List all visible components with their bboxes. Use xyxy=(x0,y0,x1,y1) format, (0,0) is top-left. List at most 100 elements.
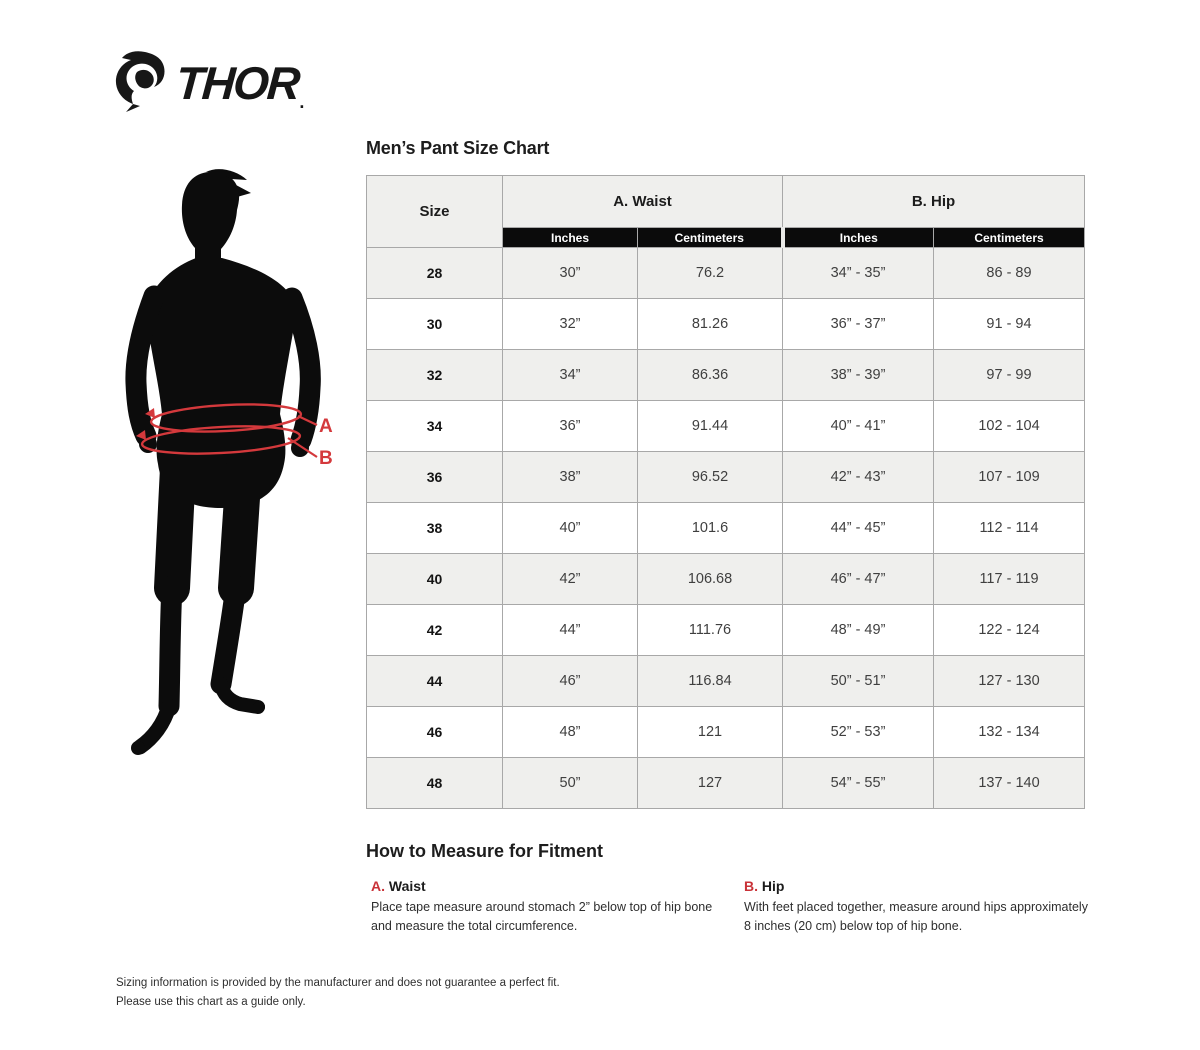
ram-head-icon xyxy=(115,51,165,112)
size-table-row: 48 50” 127 54” - 55” 137 - 140 xyxy=(366,757,1085,809)
brand-trademark-dot: . xyxy=(299,92,305,112)
size-value-cell: 32 xyxy=(366,349,503,401)
disclaimer-line-1: Sizing information is provided by the ma… xyxy=(116,977,560,989)
measurement-cell: 106.68 xyxy=(637,553,783,605)
measurement-cell: 44” - 45” xyxy=(782,502,934,554)
measure-section-heading: How to Measure for Fitment xyxy=(366,841,604,861)
measurement-cell: 40” - 41” xyxy=(782,400,934,452)
measurement-cell: 44” xyxy=(502,604,638,656)
measurement-cell: 76.2 xyxy=(637,247,783,299)
size-table-row: 46 48” 121 52” - 53” 132 - 134 xyxy=(366,706,1085,758)
measure-waist-label: Waist xyxy=(388,878,426,894)
measurement-cell: 36” xyxy=(502,400,638,452)
sizing-disclaimer: Sizing information is provided by the ma… xyxy=(116,974,560,1012)
disclaimer-line-2: Please use this chart as a guide only. xyxy=(116,995,306,1008)
size-value-cell: 38 xyxy=(366,502,503,554)
measurement-cell: 48” xyxy=(502,706,638,758)
measurement-cell: 86 - 89 xyxy=(933,247,1085,299)
size-table-row: 42 44” 111.76 48” - 49” 122 - 124 xyxy=(366,604,1085,656)
measurement-cell: 127 xyxy=(637,757,783,809)
size-table: Size A. Waist B. Hip Inches Centimeters … xyxy=(366,175,1085,809)
measurement-cell: 97 - 99 xyxy=(933,349,1085,401)
measure-item-hip: B. Hip With feet placed together, measur… xyxy=(744,878,1096,937)
measure-hip-prefix: B. xyxy=(744,878,758,894)
measurement-cell: 91.44 xyxy=(637,400,783,452)
measure-hip-instructions: With feet placed together, measure aroun… xyxy=(744,900,1088,934)
measurement-cell: 132 - 134 xyxy=(933,706,1085,758)
measurement-cell: 38” xyxy=(502,451,638,503)
measurement-cell: 46” xyxy=(502,655,638,707)
measurement-cell: 137 - 140 xyxy=(933,757,1085,809)
size-value-cell: 28 xyxy=(366,247,503,299)
measurement-cell: 101.6 xyxy=(637,502,783,554)
measurement-cell: 54” - 55” xyxy=(782,757,934,809)
measurement-cell: 48” - 49” xyxy=(782,604,934,656)
size-value-cell: 44 xyxy=(366,655,503,707)
size-column-header: Size xyxy=(366,175,503,248)
measure-hip-label: Hip xyxy=(761,878,785,894)
measurement-cell: 111.76 xyxy=(637,604,783,656)
measure-item-waist: A. Waist Place tape measure around stoma… xyxy=(371,878,723,937)
size-value-cell: 46 xyxy=(366,706,503,758)
measurement-cell: 42” xyxy=(502,553,638,605)
hip-inches-header: Inches xyxy=(780,227,934,248)
hip-centimeters-header: Centimeters xyxy=(933,227,1085,248)
size-table-body: 28 30” 76.2 34” - 35” 86 - 89 30 32” 81.26 36” -… xyxy=(366,247,1085,809)
hip-label-b: B xyxy=(319,448,333,469)
measure-waist-instructions: Place tape measure around stomach 2” bel… xyxy=(371,900,713,934)
measurement-cell: 107 - 109 xyxy=(933,451,1085,503)
size-table-row: 30 32” 81.26 36” - 37” 91 - 94 xyxy=(366,298,1085,350)
measurement-cell: 112 - 114 xyxy=(933,502,1085,554)
page-title: Men’s Pant Size Chart xyxy=(366,138,550,158)
measurement-cell: 102 - 104 xyxy=(933,400,1085,452)
measurement-cell: 121 xyxy=(637,706,783,758)
male-silhouette-measurement-diagram: A B xyxy=(125,169,333,755)
hip-measure-line xyxy=(136,425,318,458)
group-header-row: Size A. Waist B. Hip xyxy=(366,175,1085,248)
measurement-cell: 36” - 37” xyxy=(782,298,934,350)
brand-name: THOR xyxy=(174,57,301,109)
measurement-cell: 96.52 xyxy=(637,451,783,503)
measurement-cell: 34” xyxy=(502,349,638,401)
size-value-cell: 36 xyxy=(366,451,503,503)
size-table-row: 44 46” 116.84 50” - 51” 127 - 130 xyxy=(366,655,1085,707)
measurement-cell: 117 - 119 xyxy=(933,553,1085,605)
measure-item-waist-title: A. Waist xyxy=(371,878,723,894)
waist-label-a: A xyxy=(319,416,333,437)
measurement-cell: 30” xyxy=(502,247,638,299)
size-table-row: 36 38” 96.52 42” - 43” 107 - 109 xyxy=(366,451,1085,503)
measurement-cell: 127 - 130 xyxy=(933,655,1085,707)
measure-item-hip-title: B. Hip xyxy=(744,878,1096,894)
measurement-cell: 116.84 xyxy=(637,655,783,707)
waist-inches-header: Inches xyxy=(502,227,638,248)
thor-logo: THOR . xyxy=(112,50,304,113)
size-table-row: 38 40” 101.6 44” - 45” 112 - 114 xyxy=(366,502,1085,554)
measure-waist-prefix: A. xyxy=(371,878,385,894)
measurement-cell: 32” xyxy=(502,298,638,350)
waist-centimeters-header: Centimeters xyxy=(637,227,783,248)
hip-group-header: B. Hip xyxy=(782,175,1085,228)
measurement-cell: 42” - 43” xyxy=(782,451,934,503)
measurement-cell: 34” - 35” xyxy=(782,247,934,299)
measurement-cell: 81.26 xyxy=(637,298,783,350)
waist-group-header: A. Waist xyxy=(502,175,783,228)
size-table-row: 28 30” 76.2 34” - 35” 86 - 89 xyxy=(366,247,1085,299)
size-table-row: 34 36” 91.44 40” - 41” 102 - 104 xyxy=(366,400,1085,452)
waist-measure-line xyxy=(145,403,318,433)
measurement-cell: 38” - 39” xyxy=(782,349,934,401)
size-value-cell: 42 xyxy=(366,604,503,656)
size-value-cell: 30 xyxy=(366,298,503,350)
measurement-cell: 122 - 124 xyxy=(933,604,1085,656)
size-value-cell: 40 xyxy=(366,553,503,605)
measurement-cell: 46” - 47” xyxy=(782,553,934,605)
measurement-cell: 86.36 xyxy=(637,349,783,401)
size-table-row: 40 42” 106.68 46” - 47” 117 - 119 xyxy=(366,553,1085,605)
measurement-cell: 91 - 94 xyxy=(933,298,1085,350)
measurement-cell: 52” - 53” xyxy=(782,706,934,758)
size-value-cell: 48 xyxy=(366,757,503,809)
measurement-cell: 50” xyxy=(502,757,638,809)
size-value-cell: 34 xyxy=(366,400,503,452)
measurement-cell: 50” - 51” xyxy=(782,655,934,707)
measurement-cell: 40” xyxy=(502,502,638,554)
